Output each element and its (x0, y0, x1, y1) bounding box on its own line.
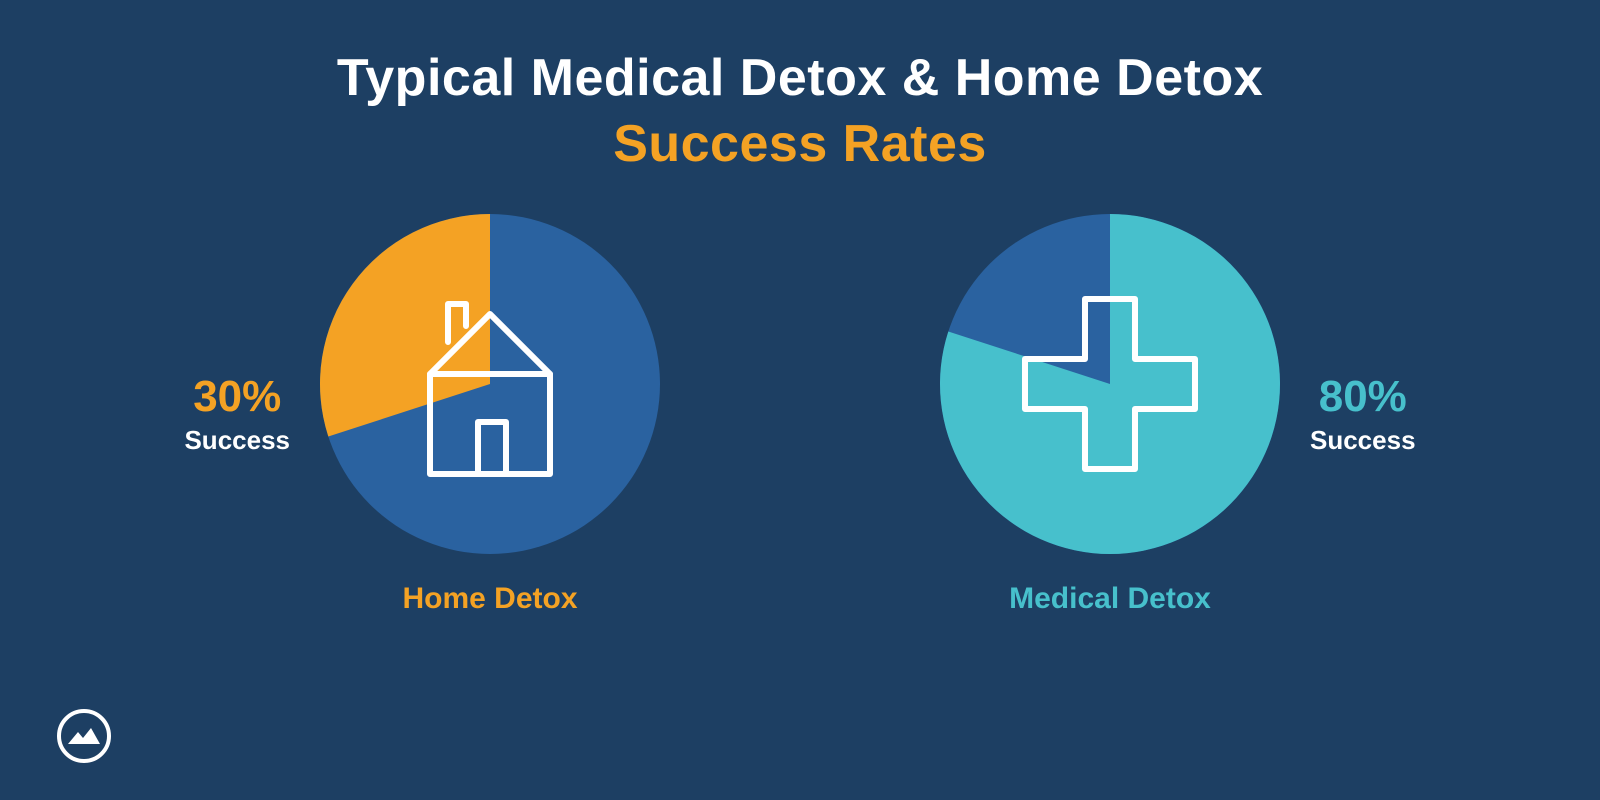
home-detox-percent-sub: Success (184, 425, 290, 456)
medical-detox-percent-label: 80% Success (1310, 375, 1416, 456)
brand-logo-icon (56, 708, 112, 764)
medical-detox-chart-column: Medical Detox (940, 214, 1280, 616)
medical-cross-icon (940, 214, 1280, 554)
home-detox-chart-column: Home Detox (320, 214, 660, 616)
title: Typical Medical Detox & Home Detox Succe… (0, 0, 1600, 174)
home-detox-percent-label: 30% Success (184, 375, 290, 456)
home-detox-block: 30% Success (184, 214, 660, 616)
charts-row: 30% Success (0, 214, 1600, 616)
title-line-1: Typical Medical Detox & Home Detox (0, 48, 1600, 108)
title-line-2: Success Rates (0, 114, 1600, 174)
medical-detox-percent-value: 80% (1310, 375, 1416, 419)
home-detox-pie (320, 214, 660, 554)
medical-detox-caption: Medical Detox (1009, 582, 1211, 616)
medical-detox-pie (940, 214, 1280, 554)
home-detox-caption: Home Detox (402, 582, 577, 616)
medical-detox-percent-sub: Success (1310, 425, 1416, 456)
medical-detox-block: Medical Detox 80% Success (940, 214, 1416, 616)
house-icon (320, 214, 660, 554)
home-detox-percent-value: 30% (184, 375, 290, 419)
